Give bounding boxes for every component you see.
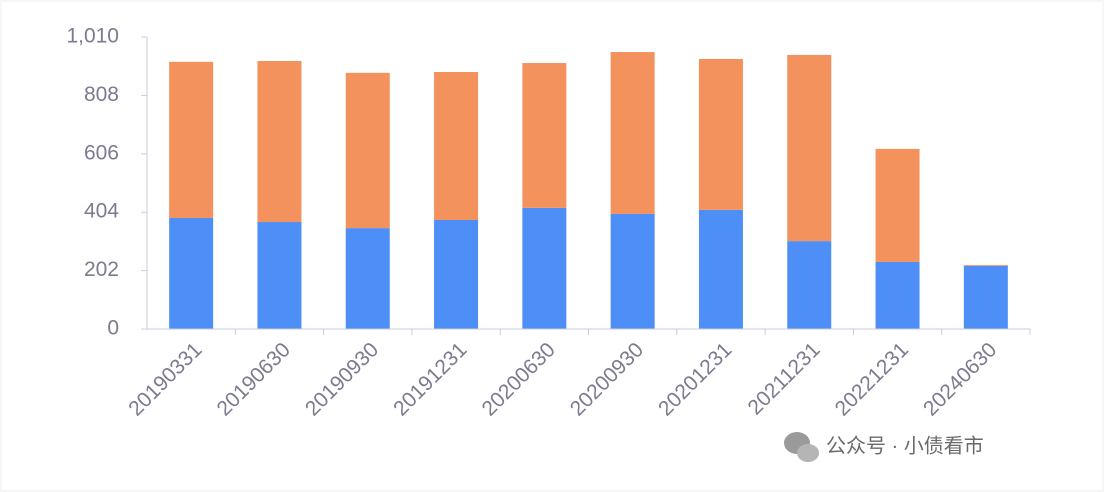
- y-tick-label: 1,010: [66, 25, 119, 48]
- bar-segment: [875, 261, 920, 329]
- bar-segment: [345, 72, 390, 229]
- bar-segment: [875, 148, 920, 262]
- bar-segment: [610, 52, 655, 214]
- bar-segment: [787, 241, 832, 329]
- bar-segment: [434, 220, 479, 329]
- watermark: 公众号 · 小债看市: [826, 434, 984, 457]
- bar-segment: [698, 209, 743, 329]
- y-tick-label: 606: [84, 141, 119, 164]
- y-tick-label: 0: [107, 317, 119, 340]
- bar-segment: [169, 217, 214, 329]
- bar-segment: [698, 58, 743, 210]
- bar-segment: [963, 265, 1008, 329]
- bar-segment: [434, 71, 479, 221]
- bar-segment: [610, 213, 655, 329]
- bar-segment: [257, 222, 302, 329]
- bar-segment: [169, 61, 214, 218]
- bar-segment: [522, 63, 567, 208]
- y-tick-label: 202: [84, 258, 119, 281]
- y-tick-label: 404: [84, 200, 119, 223]
- bar-segment: [787, 54, 832, 242]
- bar-segment: [963, 265, 1008, 266]
- y-tick-label: 808: [84, 83, 119, 106]
- watermark-icon: [784, 432, 819, 462]
- bar-segment: [257, 60, 302, 223]
- bar-segment: [345, 228, 390, 329]
- bar-segment: [522, 207, 567, 329]
